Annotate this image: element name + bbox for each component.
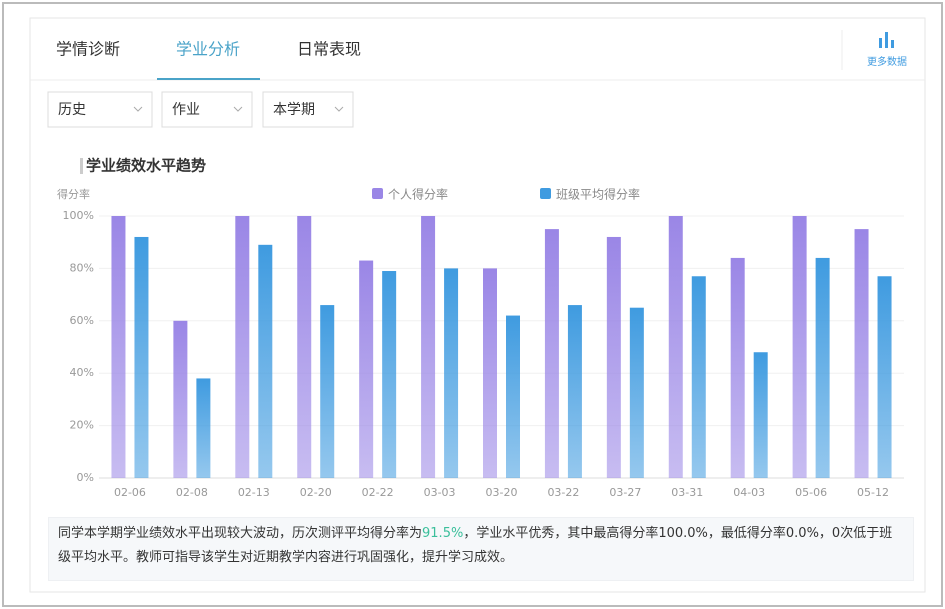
legend-label: 班级平均得分率 — [556, 187, 640, 202]
dropdown-label[interactable]: 历史 — [58, 102, 86, 118]
summary: 同学本学期学业绩效水平出现较大波动，历次测评平均得分率为91.5%，学业水平优秀… — [48, 517, 914, 581]
bar — [544, 229, 559, 478]
bar — [506, 315, 520, 478]
y-tick-label: 60% — [70, 314, 94, 327]
x-tick-label: 02-13 — [238, 486, 270, 499]
bar — [815, 257, 830, 478]
x-tick-label: 03-31 — [671, 486, 703, 499]
bar — [483, 268, 497, 478]
x-tick-label: 03-22 — [547, 486, 579, 499]
bar — [668, 216, 683, 478]
bar — [567, 305, 582, 478]
bar — [359, 260, 374, 478]
legend-label: 个人得分率 — [388, 187, 448, 202]
summary-text: 同学本学期学业绩效水平出现较大波动，历次测评平均得分率为 — [58, 526, 423, 541]
y-tick-label: 0% — [77, 471, 94, 484]
summary-highlight: 91.5% — [422, 526, 464, 541]
y-tick-label: 100% — [63, 209, 94, 222]
bar — [854, 229, 869, 478]
bar — [421, 216, 436, 478]
dropdown[interactable]: 历史 — [47, 91, 153, 128]
tab[interactable]: 学情诊断 — [56, 40, 120, 59]
title-marker — [80, 158, 83, 174]
x-tick-label: 05-06 — [795, 486, 827, 499]
bar — [320, 305, 335, 478]
bar — [606, 236, 621, 478]
legend-swatch — [372, 188, 383, 199]
legend-swatch — [540, 188, 551, 199]
x-tick-label: 02-22 — [362, 486, 394, 499]
bar — [173, 320, 188, 478]
x-tick-label: 04-03 — [733, 486, 765, 499]
bar — [134, 236, 149, 478]
bar — [382, 271, 397, 478]
bar — [196, 378, 211, 478]
summary-text: ，学业水平优秀，其中最高得分率100.0%，最低得分率0.0%，0次低于班级平均… — [58, 526, 893, 565]
bar — [691, 276, 706, 478]
x-tick-label: 03-27 — [609, 486, 641, 499]
dropdown-label[interactable]: 本学期 — [273, 102, 315, 118]
more-data-icon[interactable] — [879, 32, 894, 48]
bar — [111, 216, 126, 478]
bar — [730, 257, 745, 478]
x-tick-label: 05-12 — [857, 486, 889, 499]
x-tick-label: 03-03 — [424, 486, 456, 499]
bar — [444, 268, 459, 478]
bar — [629, 307, 644, 478]
dropdown[interactable]: 作业 — [161, 91, 253, 128]
bar — [235, 216, 250, 478]
bar — [297, 216, 312, 478]
x-tick-label: 02-06 — [114, 486, 146, 499]
bar — [877, 276, 892, 478]
y-tick-label: 80% — [70, 261, 94, 274]
bar — [753, 352, 768, 478]
y-tick-label: 40% — [70, 366, 94, 379]
bar — [258, 244, 273, 478]
tab[interactable]: 日常表现 — [297, 40, 361, 59]
x-tick-label: 02-20 — [300, 486, 332, 499]
y-tick-label: 20% — [70, 419, 94, 432]
dropdown-label[interactable]: 作业 — [172, 102, 200, 118]
chart-title: 学业绩效水平趋势 — [86, 157, 206, 175]
y-axis-label: 得分率 — [57, 187, 90, 201]
more-data[interactable]: 更多数据 — [867, 55, 907, 68]
tab-active[interactable]: 学业分析 — [176, 40, 240, 59]
x-tick-label: 03-20 — [486, 486, 518, 499]
dropdown[interactable]: 本学期 — [262, 91, 354, 128]
bar — [792, 216, 807, 478]
x-tick-label: 02-08 — [176, 486, 208, 499]
